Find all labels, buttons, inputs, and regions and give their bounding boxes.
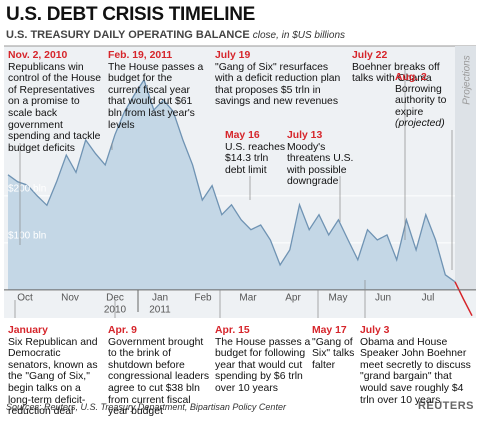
annotation-date: Aug. 2 — [395, 72, 427, 83]
x-tick-label: Jan — [152, 292, 168, 303]
annotation-date: Feb. 19, 2011 — [108, 50, 173, 61]
annotation-date: May 16 — [225, 130, 260, 141]
annotation-date: May 17 — [312, 325, 347, 336]
year-label: 2011 — [149, 304, 171, 315]
annotation-text: Obama and House Speaker John Boehner mee… — [360, 336, 471, 406]
x-tick-label: Apr — [285, 292, 301, 303]
annotation-text: Borrowing authority to expire — [395, 83, 447, 118]
area — [8, 79, 455, 290]
annotation-note: (projected) — [395, 118, 445, 130]
annotation-text: Boehner breaks off talks with Obama — [352, 61, 440, 85]
annotation: Aug. 2 Borrowing authority to expire (proj… — [395, 72, 455, 130]
annotation-text: Republicans win control of the House of … — [8, 61, 101, 154]
annotation-date: Apr. 9 — [108, 325, 137, 336]
annotation: July 13 Moody's threatens U.S. with possi… — [287, 130, 355, 188]
annotation-text: "Gang of Six" resurfaces with a deficit … — [215, 61, 341, 108]
subtitle-text: U.S. TREASURY DAILY OPERATING BALANCE — [6, 29, 250, 41]
line — [7, 78, 456, 283]
y-tick-label: $100 bln — [8, 230, 46, 241]
annotation: July 19 "Gang of Six" resurfaces with a d… — [215, 50, 345, 108]
annotation-date: January — [8, 325, 48, 336]
annotation-text: U.S. reaches $14.3 trln debt limit — [225, 141, 286, 176]
annotation: Nov. 2, 2010 Republicans win control of t… — [8, 50, 103, 154]
annotation-date: July 22 — [352, 50, 388, 61]
annotation: May 16 U.S. reaches $14.3 trln debt limit — [225, 130, 287, 176]
x-tick-label: Dec — [106, 292, 124, 303]
chart-title: U.S. DEBT CRISIS TIMELINE — [6, 4, 256, 25]
annotation-text: The House passes a budget for the curren… — [108, 61, 204, 131]
annotation-text: The House passes a budget for following … — [215, 336, 311, 394]
annotation-text: Government brought to the brink of shutd… — [108, 336, 210, 418]
annotation: Feb. 19, 2011 The House passes a budget f… — [108, 50, 206, 131]
x-tick-label: May — [329, 292, 348, 303]
brand: REUTERS — [417, 400, 474, 412]
annotation: Apr. 15 The House passes a budget for fol… — [215, 325, 313, 395]
annotation: July 3 Obama and House Speaker John Boehn… — [360, 325, 476, 406]
annotation-text: Six Republican and Democratic senators, … — [8, 336, 98, 418]
projection-line — [454, 281, 473, 317]
y-tick-label: $200 bln — [8, 184, 46, 195]
annotation-date: July 13 — [287, 130, 323, 141]
annotation-text: Moody's threatens U.S. with possible dow… — [287, 141, 354, 188]
x-tick-label: Feb — [194, 292, 212, 303]
x-tick-label: Oct — [17, 292, 33, 303]
unit-note: close, in $US billions — [252, 30, 345, 41]
annotation: January Six Republican and Democratic sen… — [8, 325, 106, 418]
annotation: May 17 "Gang of Six" talks falter — [312, 325, 364, 371]
annotation-date: July 19 — [215, 50, 251, 61]
projection-label: Projections — [462, 55, 473, 104]
source: Sources: Reuters, U.S. Treasury Departme… — [6, 402, 286, 412]
annotation-text: "Gang of Six" talks falter — [312, 336, 355, 371]
annotation-date: Nov. 2, 2010 — [8, 50, 68, 61]
x-tick-label: Mar — [239, 292, 257, 303]
annotation-date: July 3 — [360, 325, 390, 336]
annotation: Apr. 9 Government brought to the brink of… — [108, 325, 210, 418]
annotation-date: Apr. 15 — [215, 325, 250, 336]
x-tick-label: Jun — [375, 292, 391, 303]
projection-zone — [455, 46, 476, 290]
x-tick-label: Jul — [422, 292, 435, 303]
annotation: July 22 Boehner breaks off talks with Oba… — [352, 50, 440, 85]
subtitle: U.S. TREASURY DAILY OPERATING BALANCE cl… — [6, 29, 345, 41]
x-tick-label: Nov — [61, 292, 79, 303]
